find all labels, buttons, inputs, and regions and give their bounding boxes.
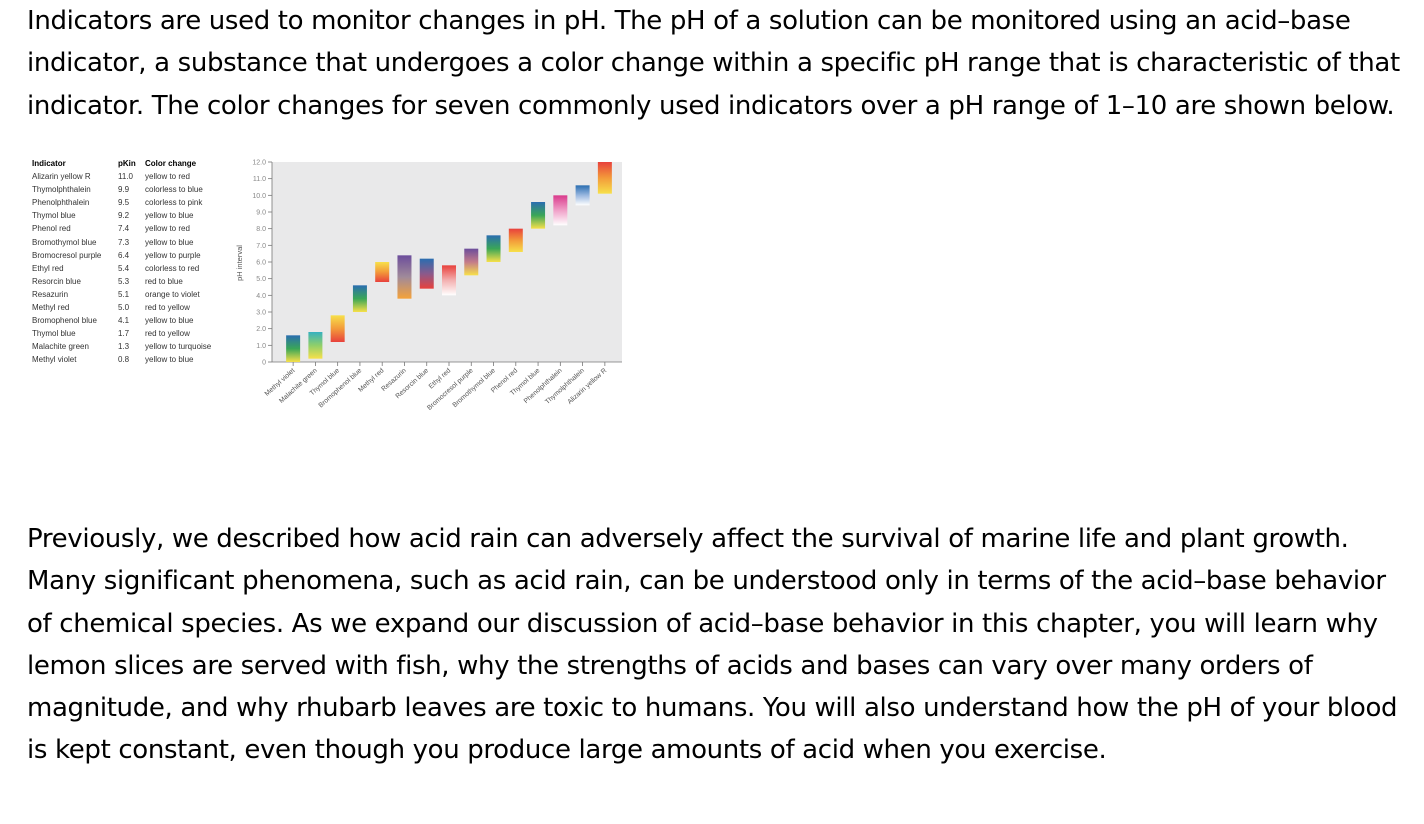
x-tick-label: Alizarin yellow R	[566, 367, 608, 406]
pkin-cell: 5.3	[118, 276, 130, 286]
y-tick-label: 3.0	[256, 310, 266, 317]
header-indicator: Indicator	[32, 159, 66, 168]
y-tick-label: 6.0	[256, 260, 266, 267]
color-change-cell: yellow to blue	[145, 237, 194, 247]
intro-paragraph: Indicators are used to monitor changes i…	[27, 6, 1400, 121]
y-axis-label: pH interval	[235, 245, 244, 281]
indicator-name-cell: Methyl red	[32, 303, 70, 313]
pkin-cell: 9.9	[118, 185, 130, 195]
indicator-bar	[308, 332, 323, 359]
indicator-bar	[375, 262, 390, 282]
indicator-bar	[286, 335, 301, 362]
indicator-name-cell: Thymol blue	[32, 329, 76, 339]
acid-rain-paragraph: Previously, we described how acid rain c…	[27, 524, 1398, 766]
pkin-cell: 7.3	[118, 237, 130, 247]
color-change-cell: colorless to red	[145, 263, 200, 273]
y-tick-label: 0	[262, 360, 266, 367]
header-pkin: pKin	[118, 159, 136, 168]
indicator-bar	[330, 315, 345, 342]
color-change-cell: yellow to red	[145, 224, 190, 234]
indicator-name-cell: Bromocresol purple	[32, 250, 102, 260]
ph-interval-chart: 0 1.0 2.0 3.0 4.0 5.0 6.0 7.0 8.0 9.0 10.0 11.0 12.0…	[235, 160, 622, 412]
y-tick-label: 11.0	[253, 176, 266, 183]
y-tick-label: 4.0	[256, 293, 266, 300]
color-change-cell: yellow to turquoise	[145, 342, 212, 352]
color-change-cell: yellow to red	[145, 172, 190, 182]
indicator-name-cell: Malachite green	[32, 342, 89, 352]
color-change-cell: orange to violet	[145, 289, 200, 299]
pkin-cell: 11.0	[118, 172, 133, 182]
pkin-cell: 9.2	[118, 211, 130, 221]
color-change-cell: colorless to pink	[145, 198, 203, 208]
indicator-name-cell: Thymol blue	[32, 211, 76, 221]
pkin-cell: 5.1	[118, 289, 130, 299]
indicator-bar	[597, 162, 612, 194]
indicator-bar	[352, 285, 367, 312]
y-tick-label: 12.0	[252, 160, 266, 167]
plot-background	[272, 162, 622, 362]
indicator-name-cell: Bromothymol blue	[32, 237, 97, 247]
color-change-cell: yellow to blue	[145, 211, 194, 221]
indicator-bar	[508, 228, 523, 252]
header-color-change: Color change	[145, 159, 197, 168]
y-tick-label: 7.0	[256, 243, 266, 250]
indicator-name-cell: Ethyl red	[32, 263, 64, 273]
indicator-bar	[531, 202, 546, 229]
indicator-name-cell: Resazurin	[32, 289, 69, 299]
indicator-name-cell: Thymolphthalein	[32, 185, 91, 195]
color-change-cell: red to yellow	[145, 303, 190, 313]
pkin-cell: 1.7	[118, 329, 130, 339]
indicator-figure: Indicator pKin Color change Alizarin yel…	[26, 150, 626, 440]
pkin-cell: 4.1	[118, 316, 130, 326]
y-tick-label: 9.0	[256, 210, 266, 217]
indicator-name-cell: Phenol red	[32, 224, 71, 234]
pkin-cell: 6.4	[118, 250, 130, 260]
indicator-bar	[486, 235, 501, 262]
x-tick-label: Thymolphthalein	[544, 367, 586, 406]
pkin-cell: 7.4	[118, 224, 130, 234]
color-change-cell: yellow to purple	[145, 250, 201, 260]
y-tick-label: 10.0	[252, 193, 266, 200]
color-change-cell: red to blue	[145, 276, 183, 286]
indicator-bar	[553, 195, 568, 226]
y-tick-label: 2.0	[256, 326, 266, 333]
indicator-name-cell: Alizarin yellow R	[32, 172, 91, 182]
pkin-cell: 1.3	[118, 342, 130, 352]
color-change-cell: colorless to blue	[145, 185, 203, 195]
indicator-name-cell: Phenolphthalein	[32, 198, 90, 208]
pkin-cell: 0.8	[118, 355, 130, 365]
indicator-bar	[575, 185, 590, 206]
color-change-cell: yellow to blue	[145, 355, 194, 365]
indicator-bar	[464, 248, 479, 276]
indicator-bar	[419, 258, 434, 289]
y-tick-label: 1.0	[256, 343, 266, 350]
pkin-cell: 5.4	[118, 263, 130, 273]
indicator-name-cell: Resorcin blue	[32, 276, 81, 286]
x-tick-label: Phenolphthalein	[523, 367, 564, 405]
color-change-cell: yellow to blue	[145, 316, 194, 326]
y-tick-label: 5.0	[256, 276, 266, 283]
indicator-bar	[397, 255, 412, 299]
indicator-name-cell: Methyl violet	[32, 355, 77, 365]
pkin-cell: 5.0	[118, 303, 130, 313]
indicator-bar	[442, 265, 456, 296]
y-tick-label: 8.0	[256, 226, 266, 233]
indicator-name-cell: Bromophenol blue	[32, 316, 97, 326]
color-change-cell: red to yellow	[145, 329, 190, 339]
pkin-cell: 9.5	[118, 198, 130, 208]
